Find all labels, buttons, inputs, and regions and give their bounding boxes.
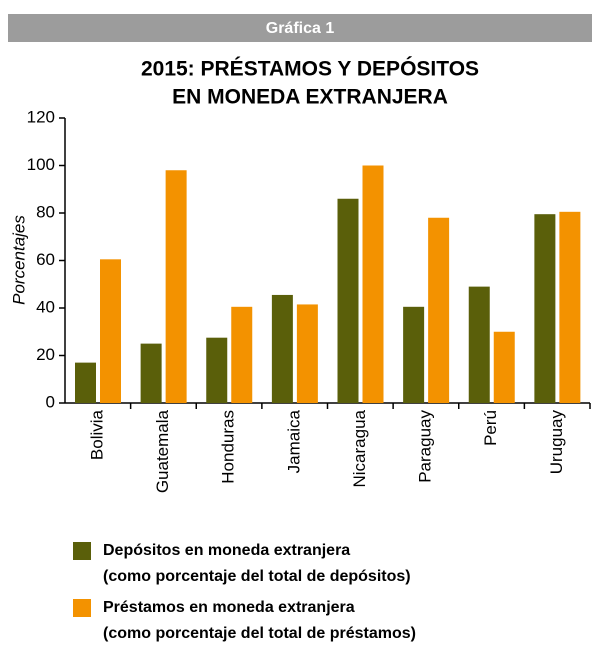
x-tick-label: Nicaragua: [350, 409, 369, 487]
x-tick-label: Honduras: [219, 410, 238, 484]
legend-swatch: [73, 542, 91, 560]
bar: [534, 214, 556, 403]
chart-title: EN MONEDA EXTRANJERA: [172, 86, 448, 109]
y-tick-label: 80: [36, 202, 55, 221]
x-tick-label: Jamaica: [284, 409, 303, 473]
bar: [337, 198, 359, 403]
y-tick-label: 20: [36, 345, 55, 364]
y-tick-label: 60: [36, 250, 55, 269]
y-tick-label: 100: [27, 155, 55, 174]
header: Gráfica 1: [266, 20, 335, 37]
bar: [231, 306, 253, 403]
legend-description: (como porcentaje del total de préstamos): [103, 625, 416, 642]
bar: [165, 170, 187, 403]
y-tick-label: 40: [36, 297, 55, 316]
bar: [362, 165, 384, 403]
x-tick-label: Paraguay: [416, 410, 435, 483]
bar: [428, 217, 450, 403]
legend-swatch: [73, 599, 91, 617]
legend-label: Depósitos en moneda extranjera: [103, 542, 350, 559]
bar: [140, 343, 162, 403]
y-tick-label: 120: [27, 107, 55, 126]
bar: [403, 306, 425, 403]
legend-label: Préstamos en moneda extranjera: [103, 599, 355, 616]
bar: [493, 331, 515, 403]
x-tick-label: Bolivia: [87, 409, 106, 460]
bar: [559, 211, 581, 403]
x-tick-label: Uruguay: [547, 410, 566, 475]
y-axis-label: Porcentajes: [9, 215, 28, 305]
x-tick-label: Perú: [481, 410, 500, 446]
chart-title: 2015: PRÉSTAMOS Y DEPÓSITOS: [141, 57, 479, 81]
bar: [100, 259, 121, 403]
bar: [206, 337, 228, 403]
x-tick-label: Guatemala: [153, 409, 172, 493]
bar: [296, 304, 318, 403]
bar: [75, 362, 96, 403]
bar: [271, 294, 293, 403]
legend-description: (como porcentaje del total de depósitos): [103, 568, 411, 585]
y-tick-label: 0: [46, 392, 55, 411]
bar: [468, 286, 490, 403]
header-band: [8, 14, 592, 42]
